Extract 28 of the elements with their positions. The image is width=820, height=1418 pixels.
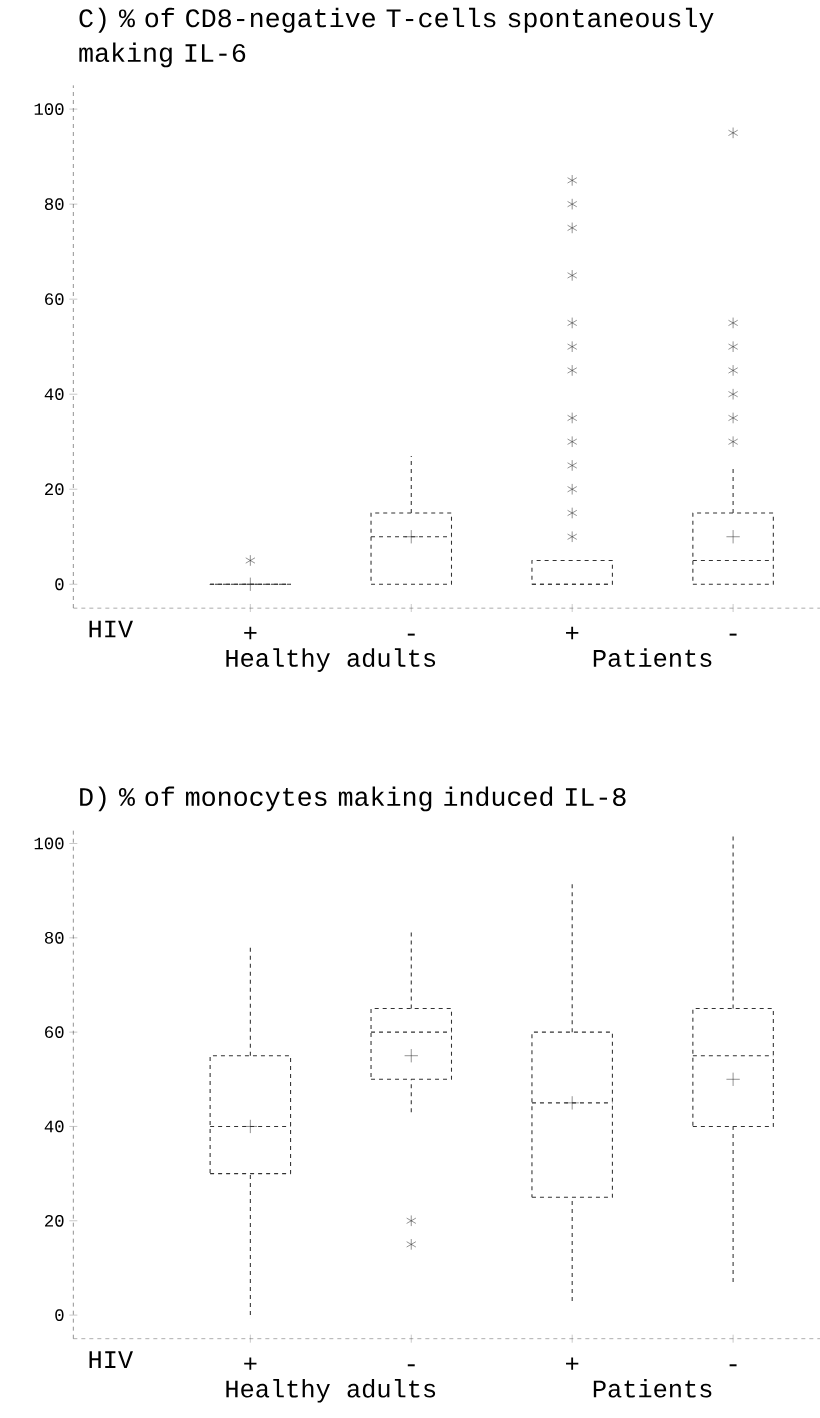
y-tick-label: 80: [44, 198, 64, 211]
x-tick-label: +: [566, 626, 579, 640]
x-tick-label: -: [407, 1364, 415, 1367]
x-tick-label: +: [244, 1357, 257, 1370]
y-tick-label: 60: [45, 1026, 64, 1039]
y-tick-label: 0: [55, 1309, 64, 1321]
x-axis-title: HIV: [89, 620, 133, 638]
chart-title: D) % of monocytes making induced IL-8: [80, 786, 626, 812]
x-tick-label: +: [244, 626, 257, 640]
x-tick-label: -: [407, 633, 415, 636]
y-tick-label: 20: [45, 1214, 64, 1227]
y-tick-label: 100: [34, 103, 64, 115]
y-tick-label: 80: [44, 931, 64, 944]
y-tick-label: 100: [34, 837, 64, 850]
text: Healthy adults: [226, 648, 436, 672]
text: Healthy adults: [226, 1378, 436, 1403]
x-tick-label: -: [729, 1364, 737, 1367]
y-tick-label: 0: [55, 578, 64, 591]
y-tick-label: 20: [45, 483, 64, 496]
x-axis-title: HIV: [89, 1351, 133, 1369]
x-tick-label: +: [566, 1357, 579, 1370]
x-tick-label: -: [729, 633, 737, 636]
y-tick-label: 40: [44, 1120, 64, 1133]
chart-title: C) % of CD8-negative T-cells spontaneously making IL-6: [79, 7, 714, 68]
text: Patients: [593, 1378, 712, 1398]
y-tick-label: 40: [44, 388, 64, 401]
y-tick-label: 60: [45, 293, 64, 306]
text: Patients: [593, 648, 712, 667]
